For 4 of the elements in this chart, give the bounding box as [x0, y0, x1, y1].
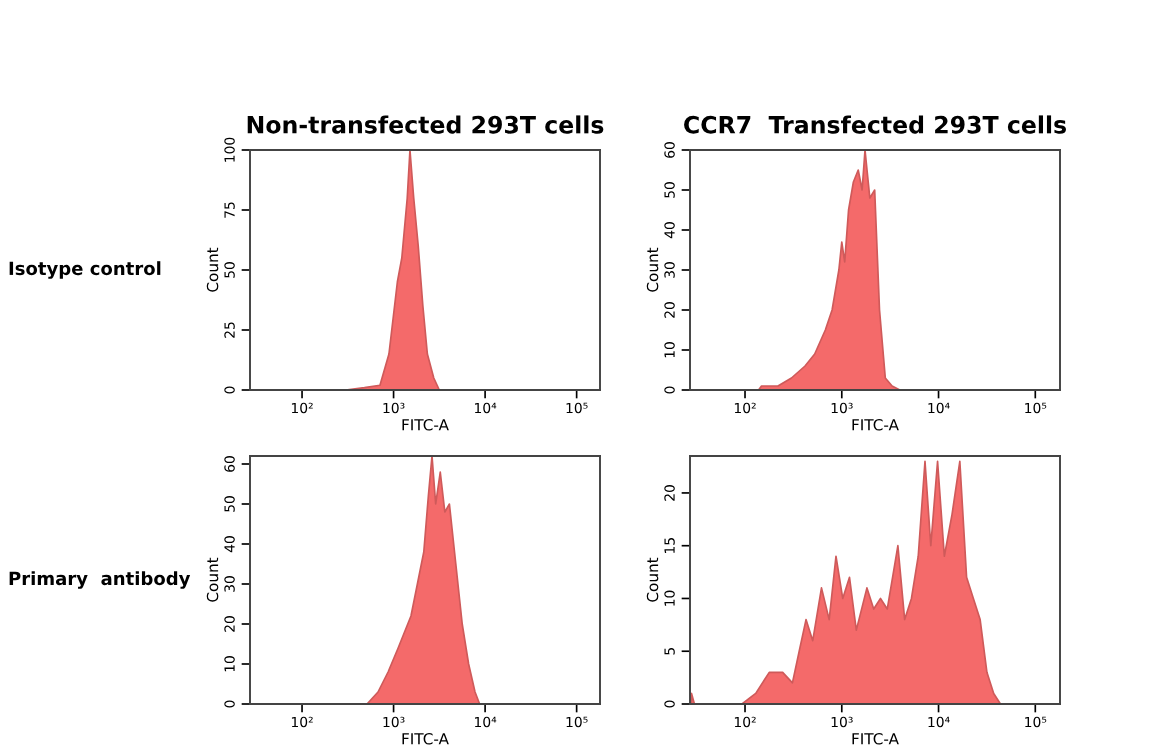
text: Isotype control [9, 261, 161, 279]
chart-title: Non-transfected 293T cells [247, 115, 604, 134]
chart-title: CCR7 Transfected 293T cells [684, 115, 1066, 134]
text: Primary antibody [9, 571, 191, 589]
